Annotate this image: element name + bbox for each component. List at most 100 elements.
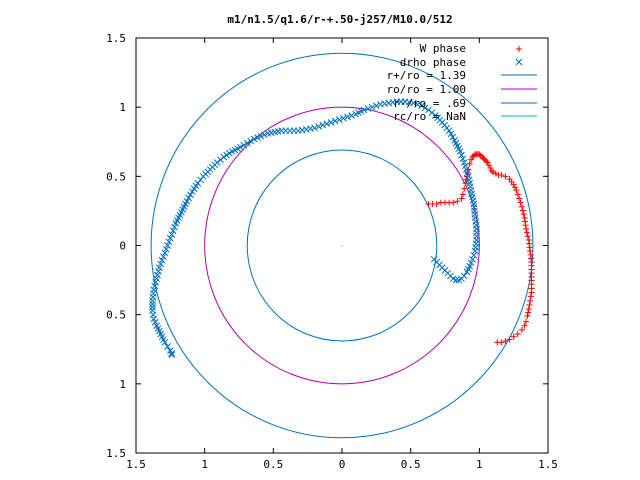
data-point (485, 162, 492, 169)
y-tick-label: 1 (119, 101, 126, 114)
data-point (469, 255, 476, 263)
data-point (257, 132, 265, 140)
data-point (261, 131, 268, 139)
data-point (477, 152, 484, 159)
data-point (433, 201, 440, 207)
series-1 (149, 98, 480, 359)
data-point (164, 343, 171, 350)
data-point (243, 139, 251, 147)
data-point (414, 101, 421, 108)
data-point (368, 103, 376, 111)
data-point (528, 289, 535, 296)
x-tick-label: 1 (201, 458, 208, 471)
data-point (523, 225, 530, 232)
y-tick-label: 0 (119, 240, 126, 253)
data-point (459, 191, 466, 198)
data-point (250, 135, 258, 143)
data-point (164, 242, 171, 249)
data-point (476, 151, 483, 158)
data-point (377, 101, 384, 108)
chart-title: m1/n1.5/q1.6/r-+.50-j257/M10.0/512 (227, 13, 452, 26)
data-point (514, 191, 521, 198)
data-point (461, 185, 468, 192)
x-tick-label: 0.5 (263, 458, 283, 471)
data-point (512, 184, 519, 191)
y-tick-labels: 1.5 1 0.5 0 0.5 1 1.5 (106, 32, 126, 460)
legend-label-w-phase: W phase (420, 42, 466, 55)
data-point (466, 262, 474, 270)
data-point (165, 238, 173, 246)
data-point (479, 153, 486, 160)
data-point (157, 260, 165, 268)
data-point (483, 158, 490, 165)
data-point (490, 169, 497, 176)
data-point (523, 318, 530, 325)
data-point (319, 121, 327, 129)
data-point (264, 130, 272, 137)
circle-4 (246, 149, 438, 342)
data-point (160, 253, 167, 260)
data-point (481, 156, 488, 163)
data-point (451, 137, 458, 144)
data-point (149, 300, 156, 308)
data-point (527, 293, 534, 300)
data-point (323, 120, 331, 128)
data-point (458, 195, 465, 202)
data-point (254, 134, 261, 141)
data-point (518, 203, 525, 210)
legend-swatch-0 (516, 46, 522, 52)
data-point (151, 318, 159, 326)
data-point (525, 306, 532, 313)
data-point (172, 220, 180, 227)
data-point (502, 337, 509, 344)
legend-label-ro: ro/ro = 1.00 (387, 83, 466, 96)
data-point (418, 102, 426, 110)
data-point (315, 123, 323, 130)
data-point (520, 211, 527, 218)
data-point (188, 188, 196, 195)
data-point (462, 180, 469, 187)
data-point (460, 159, 468, 166)
data-point (459, 155, 467, 163)
data-point (510, 181, 517, 188)
data-point (469, 153, 476, 160)
circle-3 (204, 106, 480, 385)
x-tick-label: 1.5 (538, 458, 558, 471)
data-point (150, 315, 158, 323)
data-point (149, 303, 156, 311)
data-point (470, 152, 477, 159)
y-tick-label: 0.5 (106, 309, 126, 322)
axis-ticks (135, 37, 549, 454)
data-point (364, 105, 372, 112)
data-point (470, 251, 478, 259)
data-point (158, 256, 166, 264)
data-point (352, 110, 360, 118)
legend-label-r-minus: r-/ro = .69 (393, 97, 466, 110)
legend-label-r-plus: r+/ro = 1.39 (387, 69, 466, 82)
data-point (517, 199, 524, 206)
data-point (240, 141, 248, 149)
data-point (185, 194, 192, 202)
data-point (510, 333, 517, 340)
data-point (526, 301, 533, 308)
data-point (162, 245, 170, 253)
data-point (344, 113, 351, 121)
data-point (498, 171, 505, 178)
data-point (348, 112, 355, 119)
data-point (452, 276, 460, 284)
data-point (161, 338, 169, 346)
x-tick-label: 1.5 (126, 458, 146, 471)
data-point (454, 198, 461, 205)
data-point (458, 151, 465, 159)
data-point (447, 130, 455, 138)
data-point (518, 326, 525, 333)
data-point (149, 297, 156, 305)
data-point (169, 227, 177, 235)
circle-2 (150, 52, 534, 439)
data-point (421, 104, 429, 112)
legend-label-rc: rc/ro = NaN (393, 110, 466, 123)
legend-label-drho-phase: drho phase (400, 56, 466, 69)
data-point (199, 172, 207, 180)
data-point (327, 119, 335, 126)
